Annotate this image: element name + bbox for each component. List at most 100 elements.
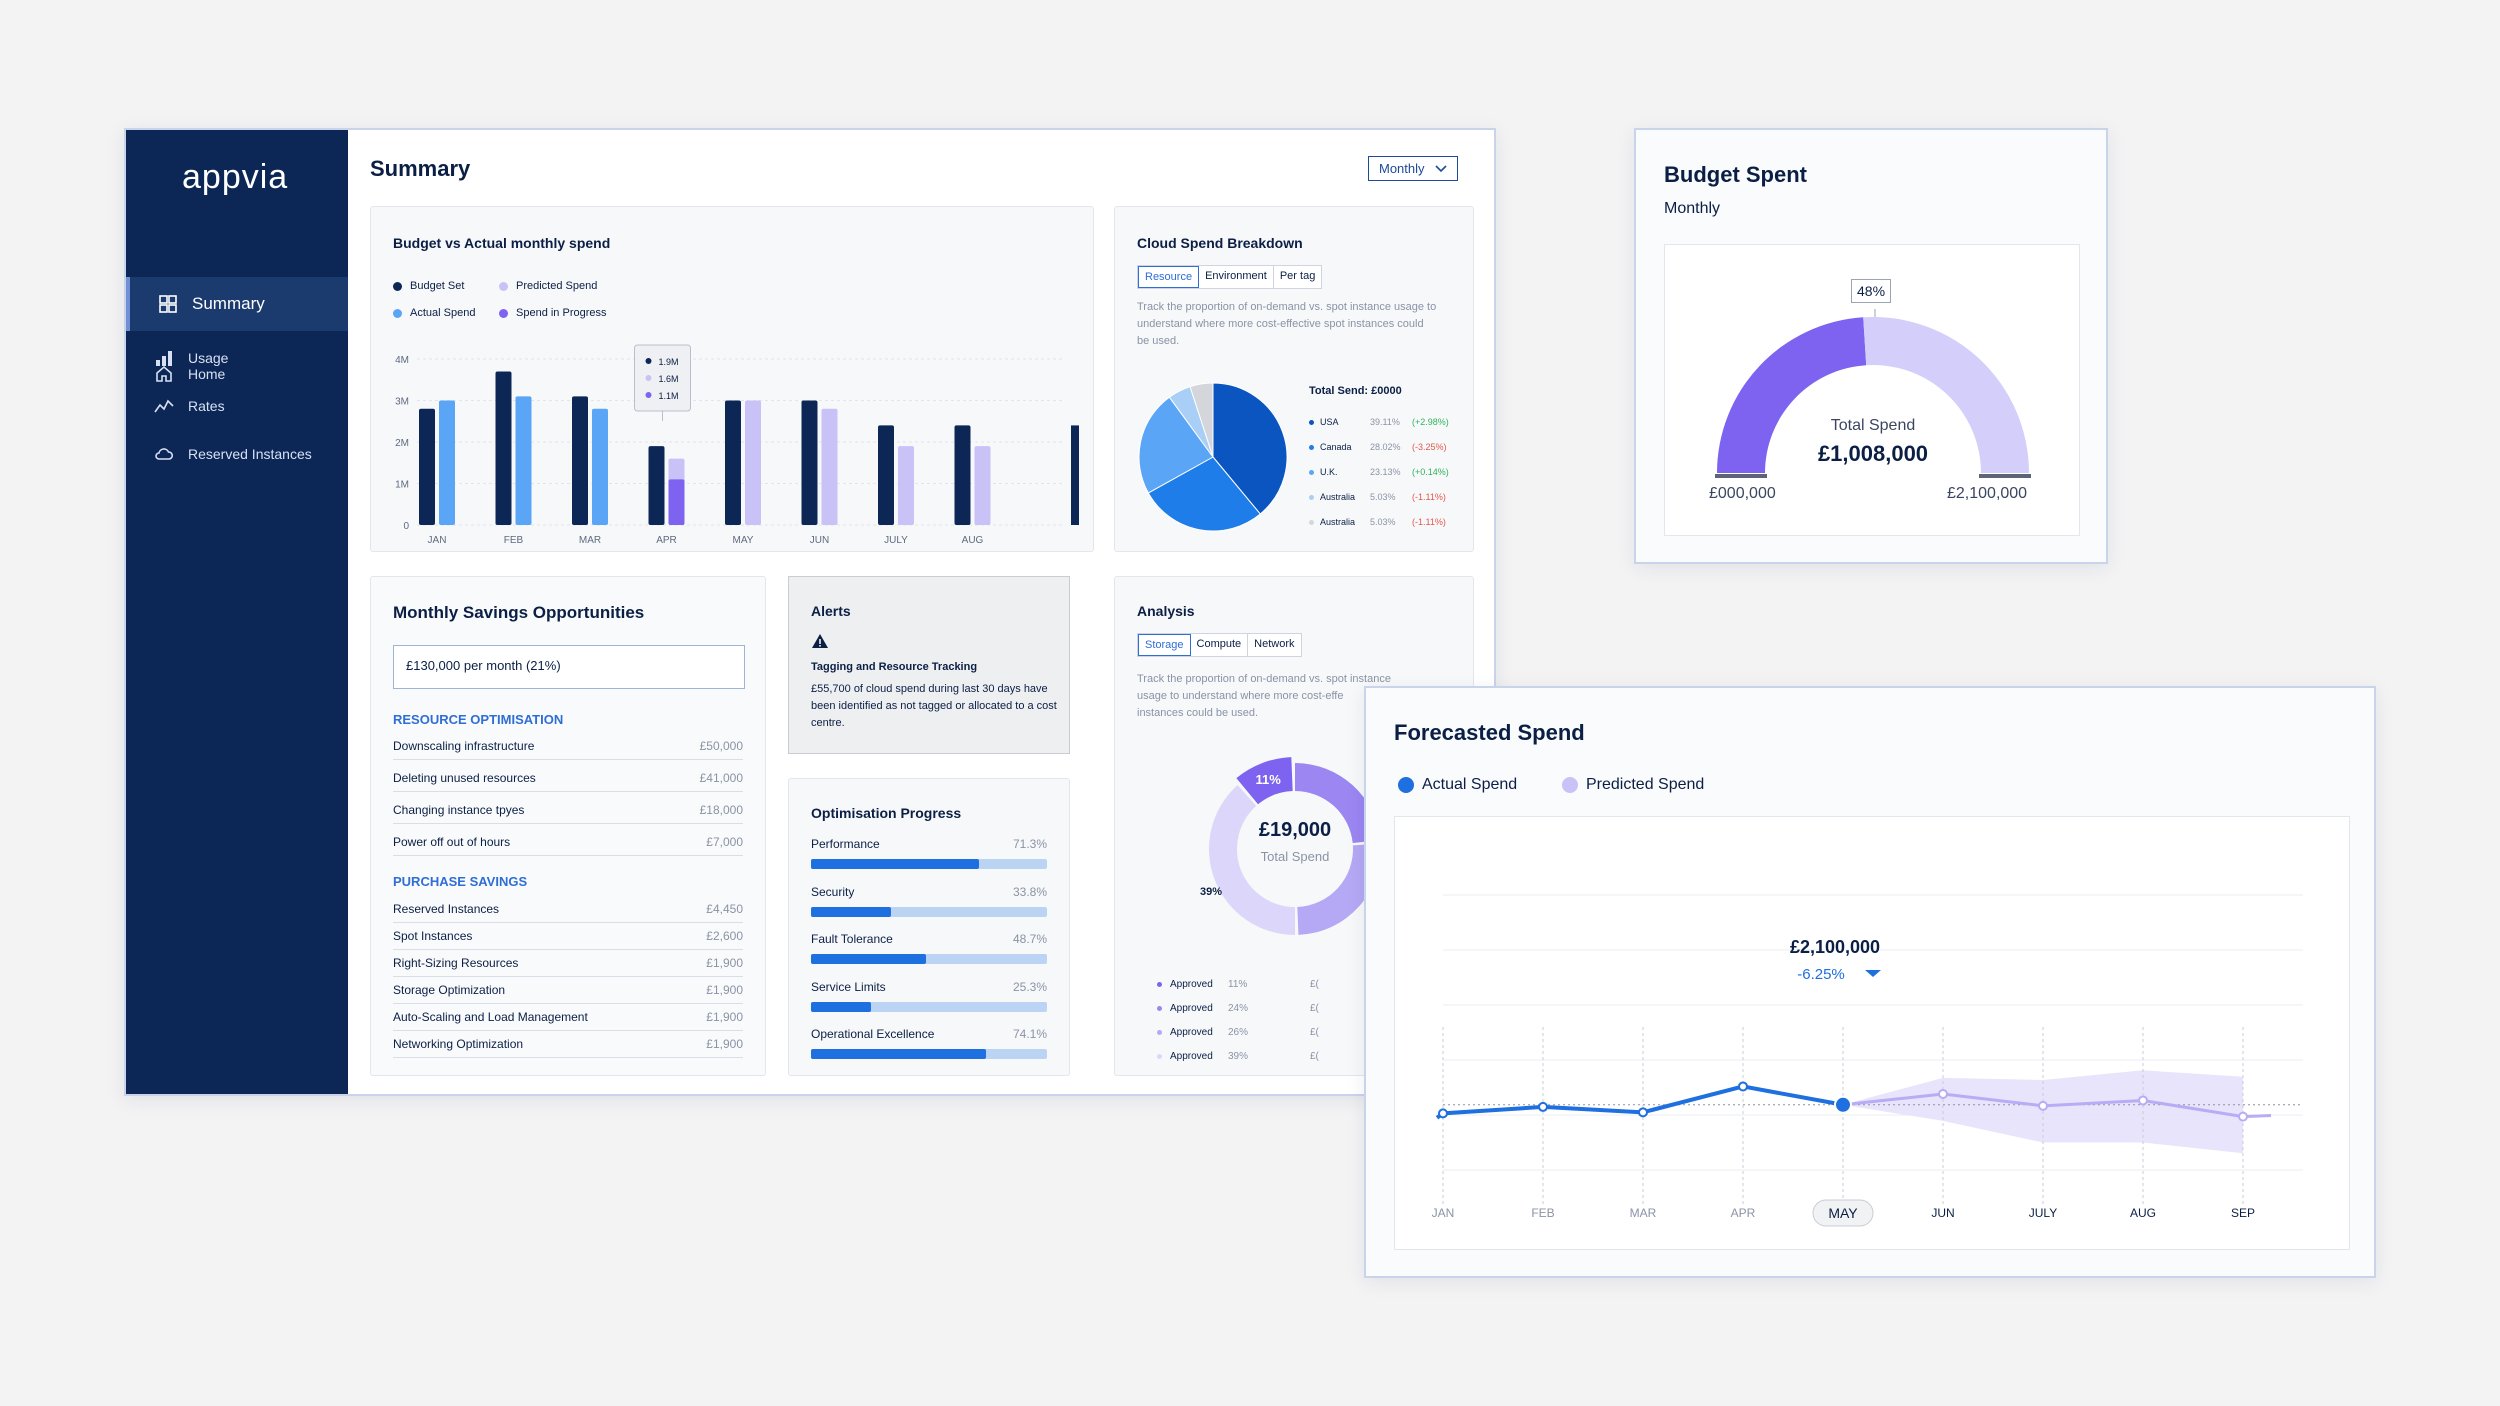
grid-icon <box>159 295 177 313</box>
description-line: instances could be used. <box>1137 707 1259 719</box>
savings-label: Storage Optimization <box>393 983 506 997</box>
panel-subtitle: Monthly <box>1664 200 1721 217</box>
legend-pct: 39% <box>1228 1051 1249 1062</box>
panel-title: Budget Spent <box>1664 162 1807 187</box>
breakdown-name: Australia <box>1320 492 1356 502</box>
series-point <box>1538 1101 1548 1112</box>
description-line: Track the proportion of on-demand vs. sp… <box>1137 673 1391 685</box>
legend-item: Predicted Spend <box>1562 776 1704 794</box>
card-title: Budget vs Actual monthly spend <box>393 235 611 251</box>
progress-value: 71.3% <box>1012 837 1047 851</box>
progress-bar-fill <box>811 954 926 964</box>
tab-storage[interactable]: Storage <box>1138 634 1191 656</box>
legend-pct: 26% <box>1228 1027 1249 1038</box>
bar-tooltip: 1.9M 1.6M 1.1M <box>634 344 691 421</box>
progress-value: 74.1% <box>1012 1027 1047 1041</box>
savings-value: £1,900 <box>706 1037 743 1051</box>
bar-budget-set <box>878 425 894 525</box>
savings-value: £2,600 <box>706 929 743 943</box>
legend-item: Actual Spend <box>1398 776 1517 794</box>
forecast-panel: Forecasted Spend Actual Spend Predicted … <box>1364 686 2376 1278</box>
x-tick-label: JUN <box>1931 1206 1954 1220</box>
callout-value: £2,100,000 <box>1790 937 1880 957</box>
tab-compute[interactable]: Compute <box>1190 634 1249 656</box>
legend-dot <box>499 308 508 318</box>
savings-value: £1,900 <box>706 983 743 997</box>
savings-label: Networking Optimization <box>393 1037 524 1051</box>
legend-dot <box>1309 445 1314 450</box>
legend-label: Approved <box>1170 1003 1213 1014</box>
savings-label: Changing instance tpyes <box>393 803 525 817</box>
gauge-max-label: £2,100,000 <box>1947 485 2028 502</box>
sidebar-item-rates[interactable]: Rates <box>126 380 348 432</box>
tooltip-dot <box>645 392 652 398</box>
sidebar-item-summary[interactable]: Summary <box>126 277 348 331</box>
breakdown-description: Track the proportion of on-demand vs. sp… <box>1137 301 1437 347</box>
breakdown-row: Australia 5.03% (-1.11%) <box>1309 492 1469 502</box>
sidebar-item-home[interactable]: Home <box>126 348 348 400</box>
series-point <box>1938 1089 1948 1100</box>
x-tick-label: AUG <box>2130 1206 2156 1220</box>
progress-bar <box>811 1049 1047 1059</box>
savings-row: Storage Optimization £1,900 <box>393 983 743 1004</box>
breakdown-pct: 23.13% <box>1370 467 1401 477</box>
caret-down-icon <box>1865 970 1881 977</box>
legend-pct: 24% <box>1228 1003 1249 1014</box>
progress-bar <box>811 859 1047 869</box>
savings-label: Reserved Instances <box>393 902 500 916</box>
savings-row: Spot Instances £2,600 <box>393 929 743 950</box>
savings-label: Power off out of hours <box>393 835 511 849</box>
legend-value: £( <box>1310 1051 1319 1062</box>
bar-budget-set <box>801 400 818 525</box>
tooltip-value: 1.1M <box>659 391 679 401</box>
x-tick-label: JUN <box>810 535 829 546</box>
savings-label: Auto-Scaling and Load Management <box>393 1010 588 1024</box>
breakdown-change: (-3.25%) <box>1412 442 1447 452</box>
alert-body: £55,700 of cloud spend during last 30 da… <box>811 683 1057 729</box>
cloud-breakdown-card: Cloud Spend Breakdown Resource Environme… <box>1114 206 1474 552</box>
x-tick-label: MAY <box>1828 1205 1858 1221</box>
savings-label: Spot Instances <box>393 929 473 943</box>
y-tick-label: 3M <box>395 397 409 408</box>
analysis-legend-row: Approved 39% £( <box>1137 1051 1377 1062</box>
donut-segment-label: 39% <box>1200 886 1222 898</box>
bar-predicted-spend <box>745 400 761 525</box>
sidebar-item-label: Rates <box>188 398 225 414</box>
savings-input[interactable]: £130,000 per month (21%) <box>393 645 745 689</box>
breakdown-name: U.K. <box>1320 467 1338 477</box>
tab-network[interactable]: Network <box>1248 634 1301 656</box>
tab-per-tag[interactable]: Per tag <box>1273 266 1322 288</box>
progress-name: Service Limits <box>811 979 886 994</box>
warning-icon <box>812 634 828 648</box>
breakdown-change: (+0.14%) <box>1412 467 1449 477</box>
cloud-pie-chart <box>1138 382 1288 532</box>
breakdown-change: (-1.11%) <box>1412 492 1446 502</box>
legend-dot <box>1157 1030 1162 1035</box>
breakdown-change: (-1.11%) <box>1412 517 1446 527</box>
legend-label: Actual Spend <box>1422 776 1518 793</box>
legend-dot <box>1157 1006 1162 1011</box>
legend-dot <box>1562 776 1578 793</box>
donut-segment <box>1236 757 1293 805</box>
card-title: Analysis <box>1137 603 1195 619</box>
breakdown-pct: 5.03% <box>1370 517 1396 527</box>
breakdown-change: (+2.98%) <box>1412 417 1449 427</box>
x-tick-label: FEB <box>504 535 524 546</box>
sidebar-item-usage[interactable]: Usage <box>126 332 348 384</box>
forecast-chart-container: JAN FEB MAR APR MAY JUN JULY AUG SEP £2,100,000 -6… <box>1394 816 2350 1250</box>
page-title: Summary <box>370 156 471 181</box>
x-tick-label: MAR <box>579 535 601 546</box>
analysis-legend-row: Approved 11% £( <box>1137 979 1377 990</box>
sidebar-item-reserved-instances[interactable]: Reserved Instances <box>126 428 348 480</box>
tab-environment[interactable]: Environment <box>1199 266 1274 288</box>
pie-slice <box>1212 382 1288 515</box>
progress-name: Operational Excellence <box>811 1027 935 1041</box>
savings-value: £50,000 <box>699 739 743 753</box>
savings-row: Reserved Instances £4,450 <box>393 902 743 923</box>
bar-predicted-spend <box>821 408 838 525</box>
period-dropdown[interactable]: Monthly <box>1368 156 1458 181</box>
legend-label: Approved <box>1170 979 1213 990</box>
breakdown-row: Canada 28.02% (-3.25%) <box>1309 442 1469 452</box>
tab-resource[interactable]: Resource <box>1138 266 1200 288</box>
